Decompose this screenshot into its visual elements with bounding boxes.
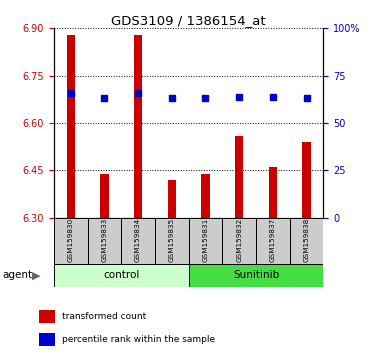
Text: GSM159831: GSM159831 — [203, 218, 209, 262]
Bar — [167, 180, 176, 218]
Bar — [38, 333, 55, 346]
Bar — [269, 167, 277, 218]
Text: ▶: ▶ — [32, 270, 40, 280]
Text: GSM159832: GSM159832 — [236, 218, 242, 262]
Bar — [121, 218, 155, 264]
Text: Sunitinib: Sunitinib — [233, 270, 279, 280]
Text: agent: agent — [2, 270, 32, 280]
Text: GSM159835: GSM159835 — [169, 218, 175, 262]
Bar — [67, 35, 75, 218]
Bar — [235, 136, 243, 218]
Bar — [155, 218, 189, 264]
Bar — [134, 35, 142, 218]
Title: GDS3109 / 1386154_at: GDS3109 / 1386154_at — [111, 14, 266, 27]
Bar — [54, 264, 189, 287]
Bar — [88, 218, 121, 264]
Bar — [201, 173, 210, 218]
Bar — [256, 218, 290, 264]
Text: percentile rank within the sample: percentile rank within the sample — [62, 335, 215, 344]
Bar — [189, 264, 323, 287]
Bar — [54, 218, 88, 264]
Text: GSM159838: GSM159838 — [303, 218, 310, 262]
Bar — [223, 218, 256, 264]
Bar — [38, 310, 55, 323]
Text: control: control — [103, 270, 139, 280]
Text: GSM159837: GSM159837 — [270, 218, 276, 262]
Bar — [302, 142, 311, 218]
Text: transformed count: transformed count — [62, 312, 146, 321]
Text: GSM159833: GSM159833 — [101, 218, 107, 262]
Text: GSM159830: GSM159830 — [68, 218, 74, 262]
Bar — [189, 218, 223, 264]
Text: GSM159834: GSM159834 — [135, 218, 141, 262]
Bar — [290, 218, 323, 264]
Bar — [100, 173, 109, 218]
